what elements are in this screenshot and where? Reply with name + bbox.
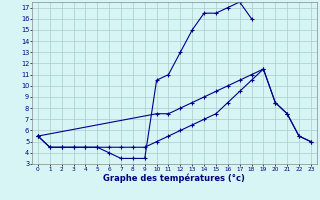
X-axis label: Graphe des températures (°c): Graphe des températures (°c)	[103, 174, 245, 183]
